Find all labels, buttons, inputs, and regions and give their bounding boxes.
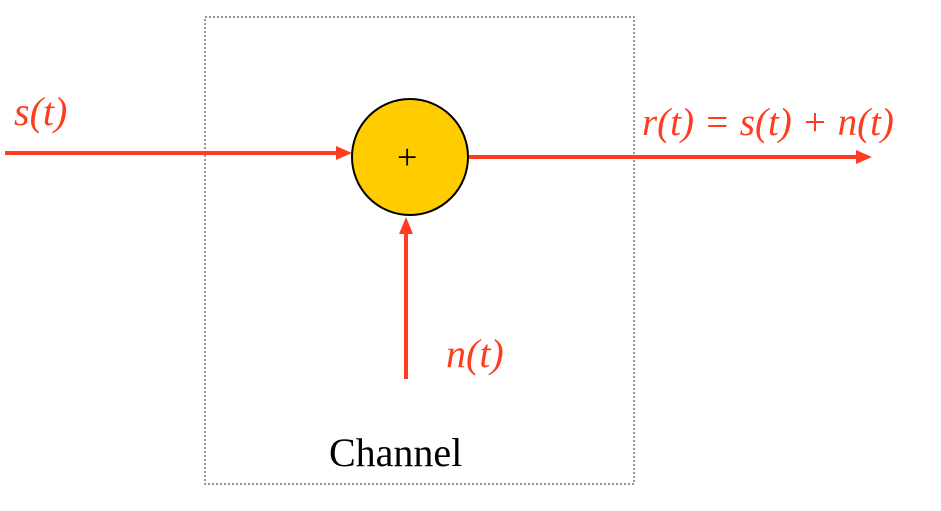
channel-box — [204, 16, 635, 485]
input-arrowhead — [336, 146, 352, 160]
summing-junction — [351, 98, 469, 216]
channel-label: Channel — [329, 430, 463, 475]
output-arrowhead — [856, 150, 872, 164]
noise-arrowhead — [399, 217, 413, 234]
plus-sign: + — [397, 137, 418, 177]
output-signal-label: r(t) = s(t) + n(t) — [642, 101, 894, 144]
noise-signal-label: n(t) — [446, 331, 504, 376]
input-signal-label: s(t) — [14, 89, 68, 134]
